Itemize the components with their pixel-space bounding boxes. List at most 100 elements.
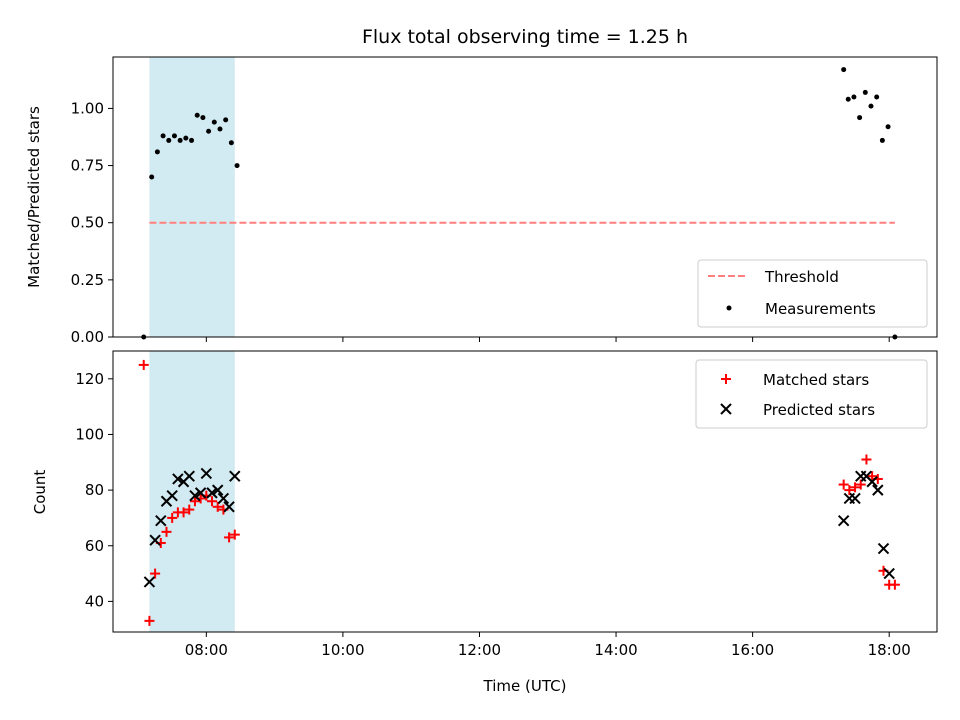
predicted-star-point <box>172 473 184 485</box>
matched-star-point <box>161 526 172 537</box>
measurement-point <box>228 140 234 146</box>
matched-star-point <box>212 501 223 512</box>
measurement-point <box>217 126 223 132</box>
measurement-point <box>171 133 177 139</box>
plot-frame <box>112 350 938 633</box>
plot-frame <box>112 56 938 338</box>
x-axis-label: Time (UTC) <box>483 677 567 695</box>
y-tick-label: 40 <box>85 592 104 610</box>
measurement-point <box>223 117 229 123</box>
measurement-point <box>154 149 160 155</box>
y-tick-label: 60 <box>85 537 104 555</box>
chart-title: Flux total observing time = 1.25 h <box>362 26 688 48</box>
x-tick-label: 18:00 <box>868 641 911 659</box>
measurement-point <box>206 128 212 134</box>
predicted-star-point <box>206 487 218 499</box>
matched-legend-label: Matched stars <box>763 371 869 389</box>
matched-star-point <box>144 615 155 626</box>
observing-window-span <box>149 57 235 337</box>
matched-star-point <box>844 485 855 496</box>
y-tick-label: 80 <box>85 481 104 499</box>
measurement-point <box>862 89 868 95</box>
predicted-star-point <box>866 476 878 488</box>
predicted-star-point <box>143 576 156 588</box>
measurement-point <box>166 137 172 143</box>
matched-star-point <box>189 496 200 507</box>
y-tick-label: 100 <box>75 425 104 443</box>
ratio-y-axis-label: Matched/Predicted stars <box>25 106 43 288</box>
ratio-legend-box <box>697 259 928 328</box>
y-tick-label: 120 <box>75 370 104 388</box>
measurement-point <box>874 94 880 100</box>
y-tick-label: 0.00 <box>71 328 104 346</box>
matched-star-point <box>889 579 900 590</box>
y-tick-label: 0.75 <box>71 157 104 175</box>
predicted-star-point <box>883 567 895 580</box>
predicted-star-point <box>194 487 207 499</box>
count-y-axis-label: Count <box>31 470 49 515</box>
measurement-point <box>841 67 847 73</box>
measurement-point <box>879 137 885 143</box>
predicted-star-point <box>189 489 201 502</box>
matched-legend-swatch <box>721 374 731 384</box>
predicted-star-point <box>849 492 861 505</box>
measurement-point <box>194 112 200 118</box>
y-tick-label: 1.00 <box>71 99 104 117</box>
y-tick-label: 0.25 <box>71 271 104 289</box>
count-panel: 40 60 80 100 120 08:00 10:00 12:00 14:00 16:00 18:… <box>75 350 938 659</box>
matched-star-point <box>861 454 872 465</box>
y-tick-label: 0.50 <box>71 214 104 232</box>
predicted-star-point <box>217 492 230 505</box>
matched-star-point <box>150 568 161 579</box>
x-tick-label: 10:00 <box>321 641 364 659</box>
matched-star-point <box>867 471 878 482</box>
measurement-point <box>189 137 195 143</box>
measurement-point <box>868 103 874 109</box>
predicted-star-point <box>877 542 890 555</box>
measurement-point <box>857 115 863 121</box>
predicted-star-point <box>872 484 884 496</box>
x-tick-label: 08:00 <box>185 641 228 659</box>
ratio-legend: Threshold Measurements <box>697 259 928 328</box>
matched-star-point <box>224 532 235 543</box>
measurement-point <box>234 163 240 169</box>
predicted-star-point <box>229 470 241 482</box>
measurement-point <box>200 115 206 121</box>
measurement-point <box>183 135 189 141</box>
predicted-star-point <box>837 515 850 527</box>
predicted-star-point <box>166 489 178 502</box>
measurement-point <box>149 174 155 180</box>
count-legend-box <box>695 359 928 429</box>
predicted-star-point <box>183 470 195 482</box>
matched-star-point <box>850 482 861 493</box>
x-tick-label: 16:00 <box>731 641 774 659</box>
x-tick-label: 14:00 <box>594 641 637 659</box>
predicted-legend-swatch <box>720 403 732 415</box>
predicted-star-point <box>223 501 235 513</box>
measurements-legend-label: Measurements <box>765 300 876 318</box>
matched-star-point <box>229 529 240 540</box>
measurements-legend-swatch <box>726 305 732 311</box>
matched-star-point <box>138 359 149 370</box>
measurement-point <box>885 124 891 130</box>
matched-star-point <box>184 504 195 515</box>
measurement-point <box>851 94 857 100</box>
matched-star-point <box>178 507 189 518</box>
threshold-legend-label: Threshold <box>764 268 839 286</box>
matched-star-point <box>838 479 849 490</box>
measurement-point <box>177 137 183 143</box>
predicted-star-point <box>212 484 224 496</box>
matched-star-point <box>855 479 866 490</box>
x-tick-label: 12:00 <box>458 641 501 659</box>
matched-star-point <box>207 496 218 507</box>
measurement-point <box>845 96 851 102</box>
predicted-star-point <box>149 534 161 546</box>
count-legend: Matched stars Predicted stars <box>695 359 928 429</box>
predicted-legend-label: Predicted stars <box>763 401 875 419</box>
measurement-point <box>160 133 166 139</box>
predicted-star-point <box>200 467 213 480</box>
measurement-point <box>211 119 217 125</box>
ratio-panel: 0.00 0.25 0.50 0.75 1.00 <box>71 56 938 346</box>
predicted-star-point <box>155 515 167 527</box>
